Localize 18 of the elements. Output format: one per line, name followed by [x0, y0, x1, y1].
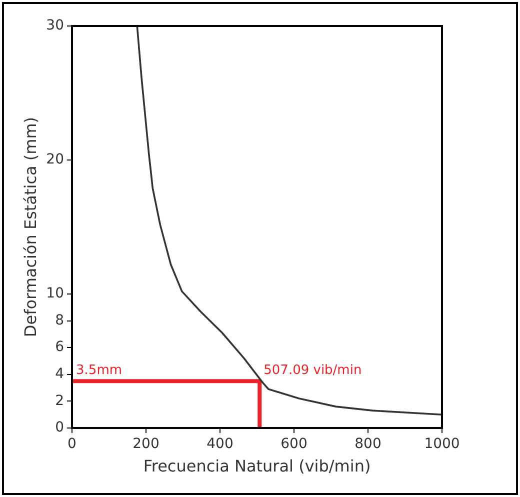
- x-tick-label: 600: [280, 436, 308, 452]
- y-tick-label: 8: [55, 312, 64, 328]
- x-axis-title: Frecuencia Natural (vib/min): [143, 456, 371, 476]
- y-tick-label: 2: [55, 392, 64, 409]
- y-tick-label: 30: [46, 18, 64, 34]
- y-tick-label: 20: [46, 152, 64, 168]
- x-tick-label: 0: [68, 436, 76, 452]
- annotation: 3.5mm: [76, 362, 122, 378]
- y-tick-label: 10: [46, 286, 64, 302]
- y-tick-label: 6: [55, 339, 64, 356]
- annotation: 507.09 vib/min: [264, 362, 362, 378]
- x-tick-label: 400: [206, 436, 234, 452]
- x-tick-label: 800: [354, 436, 382, 452]
- y-axis-title: Deformación Estática (mm): [20, 116, 40, 338]
- y-tick-label: 0: [55, 420, 64, 436]
- y-tick-label: 4: [55, 366, 64, 382]
- x-tick-label: 200: [132, 436, 160, 452]
- x-tick-label: 1000: [424, 436, 460, 452]
